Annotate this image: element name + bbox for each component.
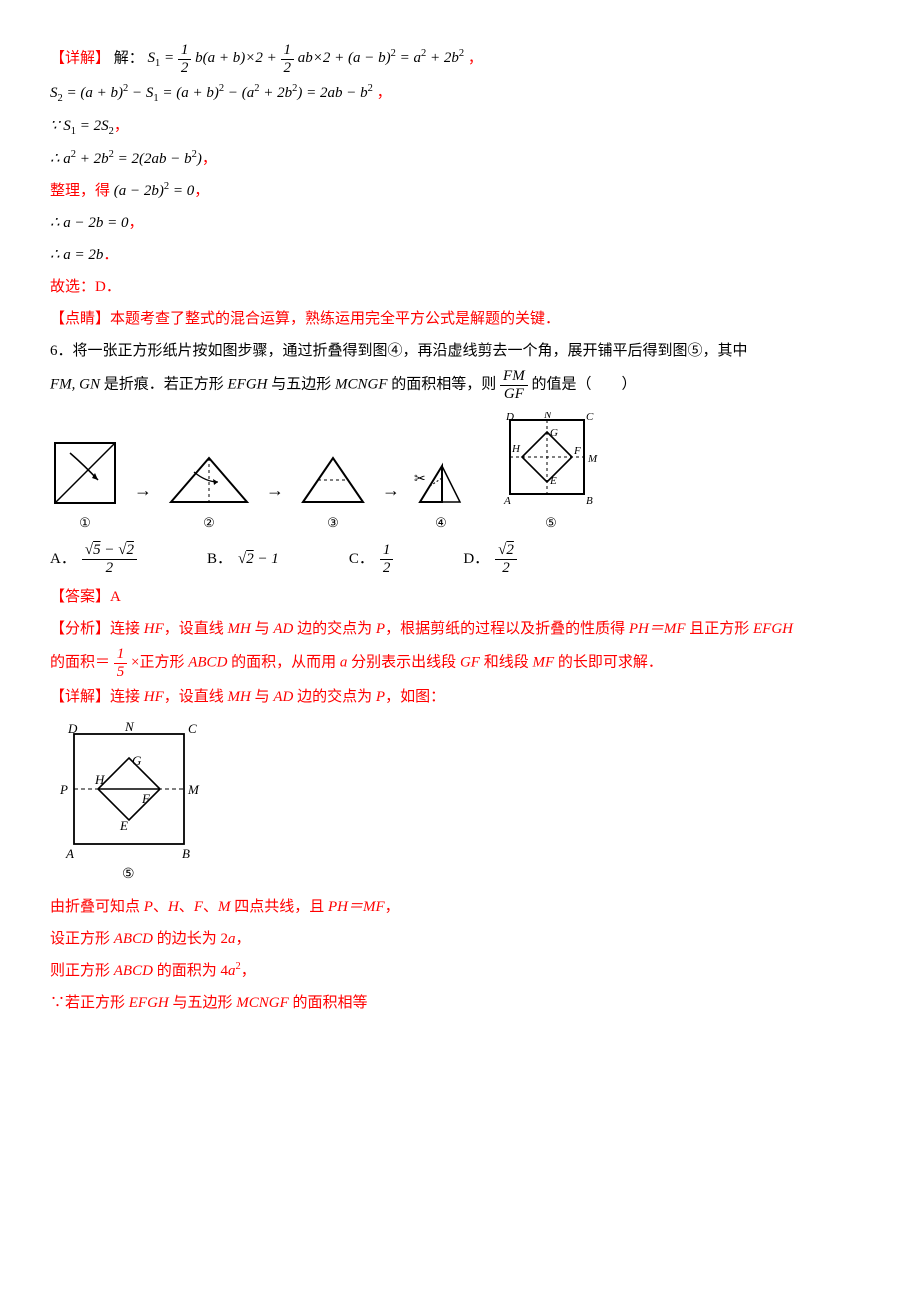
- therefore3: ∴ a = 2b: [50, 247, 103, 263]
- svg-text:B: B: [586, 495, 593, 507]
- svg-text:A: A: [65, 846, 74, 861]
- svg-text:✂: ✂: [414, 472, 426, 487]
- answer-tag: 【答案】: [50, 589, 110, 605]
- analysis-line2: 的面积＝ 15 ×正方形 ABCD 的面积，从而用 a 分别表示出线段 GF 和…: [50, 646, 870, 680]
- step4-icon: ✂: [414, 458, 468, 508]
- detail-line: 【详解】连接 HF，设直线 MH 与 AD 边的交点为 P，如图：: [50, 682, 870, 712]
- comment-text: 本题考查了整式的混合运算，熟练运用完全平方公式是解题的关键．: [110, 311, 560, 327]
- simplify-label: 整理，得: [50, 183, 110, 199]
- svg-text:F: F: [573, 445, 581, 457]
- svg-text:E: E: [549, 475, 557, 487]
- option-b[interactable]: B． √2 − 1: [207, 542, 279, 576]
- svg-text:⑤: ⑤: [122, 867, 135, 882]
- answer-val: A: [110, 589, 121, 605]
- eq-s2: S2 = (a + b)2 − S1 = (a + b)2 − (a2 + 2b…: [50, 85, 377, 101]
- option-c[interactable]: C． 12: [349, 542, 394, 576]
- svg-text:D: D: [67, 721, 78, 736]
- svg-text:M: M: [187, 782, 200, 797]
- svg-text:N: N: [543, 412, 552, 421]
- set-line: 设正方形 ABCD 的边长为 2a，: [50, 924, 870, 954]
- folding-figure: ① → ② → ③ → ✂ ④: [50, 412, 870, 536]
- fold-line: 由折叠可知点 P、H、F、M 四点共线，且 PH＝MF，: [50, 892, 870, 922]
- diagram-expanded: D N C P H G F M E A B ⑤: [50, 720, 870, 890]
- svg-text:H: H: [94, 772, 105, 787]
- final-choice: 故选：D．: [50, 272, 870, 302]
- svg-text:F: F: [141, 791, 151, 806]
- option-row: A． √5 − √22 B． √2 − 1 C． 12 D． √22: [50, 542, 870, 576]
- analysis-line1: 【分析】连接 HF，设直线 MH 与 AD 边的交点为 P，根据剪纸的过程以及折…: [50, 614, 870, 644]
- svg-text:E: E: [119, 818, 128, 833]
- svg-text:G: G: [132, 753, 142, 768]
- comment-tag: 【点睛】: [50, 311, 110, 327]
- therefore1: ∴ a2 + 2b2 = 2(2ab − b2): [50, 151, 202, 167]
- svg-text:C: C: [586, 412, 594, 423]
- svg-text:B: B: [182, 846, 190, 861]
- step5-icon: D N C H G F M E A B: [496, 412, 606, 508]
- svg-text:G: G: [550, 427, 558, 439]
- detail-tag: 【详解】: [50, 50, 110, 66]
- option-a[interactable]: A． √5 − √22: [50, 542, 137, 576]
- svg-text:P: P: [59, 782, 68, 797]
- svg-text:N: N: [124, 720, 135, 734]
- therefore2: ∴ a − 2b = 0: [50, 215, 129, 231]
- option-d[interactable]: D． √22: [463, 542, 517, 576]
- area-line: 则正方形 ABCD 的面积为 4a2，: [50, 956, 870, 986]
- svg-text:A: A: [503, 495, 511, 507]
- svg-text:M: M: [587, 453, 598, 465]
- svg-text:D: D: [505, 412, 514, 423]
- q6-stem: 6．将一张正方形纸片按如图步骤，通过折叠得到图④，再沿虚线剪去一个角，展开铺平后…: [50, 336, 870, 366]
- solve-prefix: 解：: [114, 50, 144, 66]
- because-line: ∵ S1 = 2S2: [50, 118, 114, 134]
- step3-icon: [298, 452, 368, 508]
- svg-text:C: C: [188, 721, 197, 736]
- if-line: ∵若正方形 EFGH 与五边形 MCNGF 的面积相等: [50, 988, 870, 1018]
- svg-text:H: H: [511, 443, 521, 455]
- step1-icon: [50, 438, 120, 508]
- step2-icon: [166, 452, 252, 508]
